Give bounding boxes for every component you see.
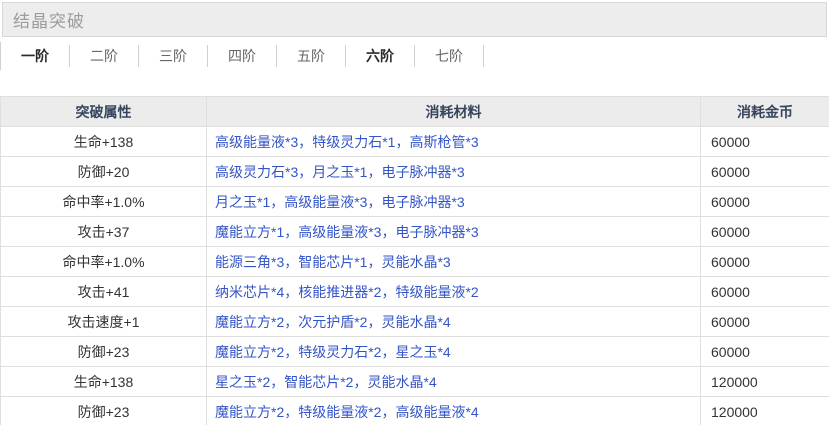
col-header-materials: 消耗材料 <box>206 96 701 127</box>
table-header-row: 突破属性 消耗材料 消耗金币 <box>0 96 829 127</box>
materials-cell[interactable]: 魔能立方*1，高级能量液*3，电子脉冲器*3 <box>206 216 701 247</box>
gold-cell: 60000 <box>700 156 829 187</box>
table-row: 防御+23 魔能立方*2，特级灵力石*2，星之玉*4 60000 <box>0 336 829 367</box>
table-row: 攻击速度+1 魔能立方*2，次元护盾*2，灵能水晶*4 60000 <box>0 306 829 337</box>
table-row: 防御+23 魔能立方*2，特级能量液*2，高级能量液*4 120000 <box>0 396 829 425</box>
gold-cell: 60000 <box>700 126 829 157</box>
gold-cell: 60000 <box>700 306 829 337</box>
materials-cell[interactable]: 魔能立方*2，特级灵力石*2，星之玉*4 <box>206 336 701 367</box>
gold-cell: 120000 <box>700 396 829 425</box>
materials-cell[interactable]: 月之玉*1，高级能量液*3，电子脉冲器*3 <box>206 186 701 217</box>
materials-cell[interactable]: 星之玉*2，智能芯片*2，灵能水晶*4 <box>206 366 701 397</box>
materials-cell[interactable]: 能源三角*3，智能芯片*1，灵能水晶*3 <box>206 246 701 277</box>
breakthrough-table: 突破属性 消耗材料 消耗金币 生命+138 高级能量液*3，特级灵力石*1，高斯… <box>0 96 829 425</box>
col-header-attribute: 突破属性 <box>0 96 207 127</box>
materials-cell[interactable]: 魔能立方*2，特级能量液*2，高级能量液*4 <box>206 396 701 425</box>
table-row: 命中率+1.0% 月之玉*1，高级能量液*3，电子脉冲器*3 60000 <box>0 186 829 217</box>
gold-cell: 60000 <box>700 276 829 307</box>
tier-tabs-bar: 一阶 二阶 三阶 四阶 五阶 六阶 七阶 <box>0 42 484 70</box>
attribute-cell: 防御+23 <box>0 396 207 425</box>
table-row: 生命+138 星之玉*2，智能芯片*2，灵能水晶*4 120000 <box>0 366 829 397</box>
table-row: 攻击+41 纳米芯片*4，核能推进器*2，特级能量液*2 60000 <box>0 276 829 307</box>
page-title: 结晶突破 <box>13 12 85 31</box>
tab-tier-4[interactable]: 四阶 <box>208 45 277 67</box>
tab-tier-1[interactable]: 一阶 <box>1 45 70 67</box>
materials-cell[interactable]: 高级能量液*3，特级灵力石*1，高斯枪管*3 <box>206 126 701 157</box>
attribute-cell: 生命+138 <box>0 366 207 397</box>
attribute-cell: 生命+138 <box>0 126 207 157</box>
table-row: 生命+138 高级能量液*3，特级灵力石*1，高斯枪管*3 60000 <box>0 126 829 157</box>
materials-cell[interactable]: 高级灵力石*3，月之玉*1，电子脉冲器*3 <box>206 156 701 187</box>
gold-cell: 60000 <box>700 216 829 247</box>
attribute-cell: 防御+20 <box>0 156 207 187</box>
table-row: 命中率+1.0% 能源三角*3，智能芯片*1，灵能水晶*3 60000 <box>0 246 829 277</box>
tab-tier-6[interactable]: 六阶 <box>346 45 415 67</box>
attribute-cell: 攻击速度+1 <box>0 306 207 337</box>
attribute-cell: 攻击+41 <box>0 276 207 307</box>
gold-cell: 60000 <box>700 186 829 217</box>
table-row: 攻击+37 魔能立方*1，高级能量液*3，电子脉冲器*3 60000 <box>0 216 829 247</box>
tab-tier-2[interactable]: 二阶 <box>70 45 139 67</box>
materials-cell[interactable]: 纳米芯片*4，核能推进器*2，特级能量液*2 <box>206 276 701 307</box>
page-title-bar: 结晶突破 <box>2 2 827 37</box>
tab-tier-3[interactable]: 三阶 <box>139 45 208 67</box>
materials-cell[interactable]: 魔能立方*2，次元护盾*2，灵能水晶*4 <box>206 306 701 337</box>
col-header-gold: 消耗金币 <box>700 96 829 127</box>
attribute-cell: 防御+23 <box>0 336 207 367</box>
tab-tier-5[interactable]: 五阶 <box>277 45 346 67</box>
gold-cell: 60000 <box>700 246 829 277</box>
gold-cell: 60000 <box>700 336 829 367</box>
gold-cell: 120000 <box>700 366 829 397</box>
tab-tier-7[interactable]: 七阶 <box>415 45 484 67</box>
attribute-cell: 命中率+1.0% <box>0 186 207 217</box>
attribute-cell: 命中率+1.0% <box>0 246 207 277</box>
attribute-cell: 攻击+37 <box>0 216 207 247</box>
table-row: 防御+20 高级灵力石*3，月之玉*1，电子脉冲器*3 60000 <box>0 156 829 187</box>
